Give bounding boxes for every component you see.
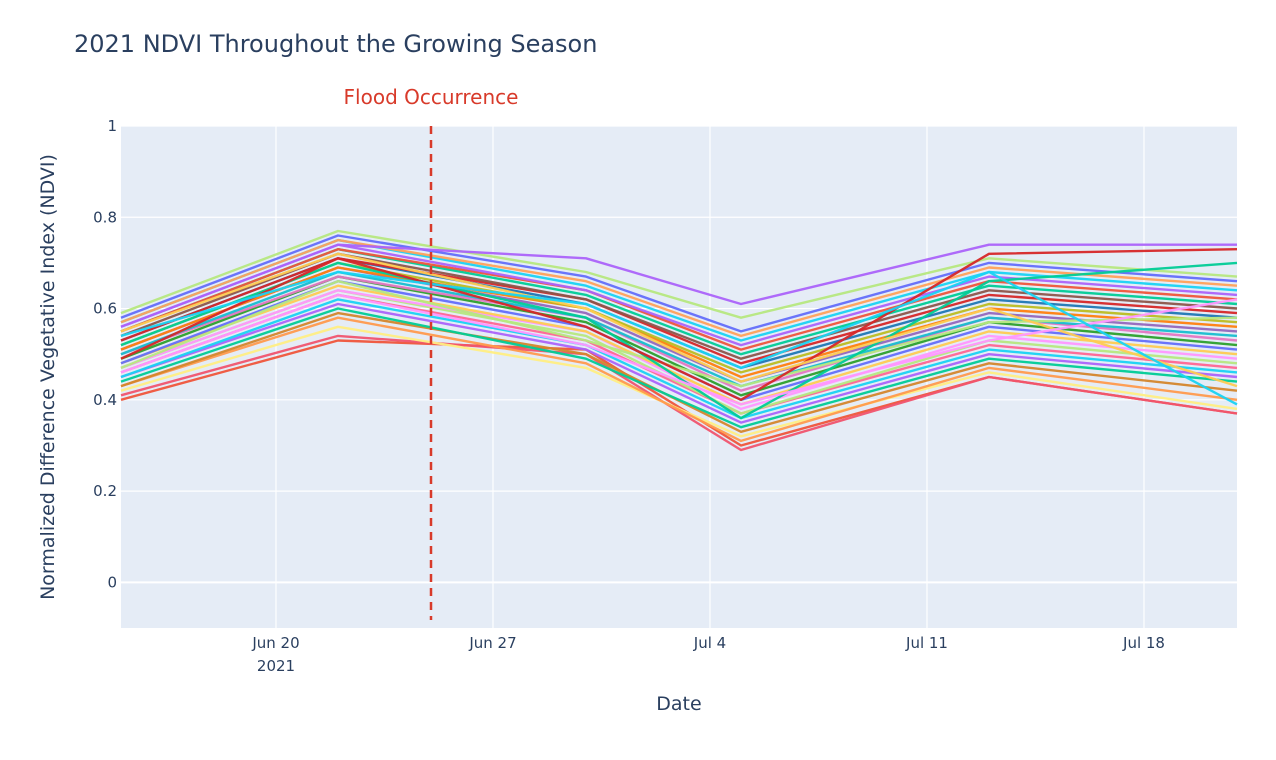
series-line [120,302,1238,424]
x-tick-label: Jun 20 [251,634,299,652]
y-tick-label: 0.2 [93,482,117,500]
flood-label: Flood Occurrence [344,85,519,109]
series-line [120,261,1238,420]
series-line [120,266,1238,379]
series-line [120,257,1238,365]
series-line [120,289,1238,411]
series-line [120,248,1238,401]
series-line [120,238,1238,338]
x-axis-title: Date [656,693,701,715]
x-tick-label: Jul 18 [1122,634,1165,652]
y-tick-label: 1 [107,117,117,135]
y-tick-label: 0.6 [93,300,117,318]
series-line [120,247,1238,351]
series-lines [120,229,1238,452]
y-tick-label: 0.4 [93,391,117,409]
x-tick-sublabel: 2021 [257,657,295,675]
y-axis-title: Normalized Difference Vegetative Index (… [37,154,59,600]
series-line [120,252,1238,388]
x-tick-label: Jul 4 [693,634,726,652]
series-line [120,316,1238,443]
chart-title: 2021 NDVI Throughout the Growing Season [74,30,597,58]
y-tick-label: 0 [107,573,117,591]
flood-annotation: Flood Occurrence [344,85,519,620]
series-line [120,293,1238,406]
series-line [120,298,1238,420]
x-tick-label: Jun 27 [468,634,516,652]
series-line [120,234,1238,333]
x-tick-label: Jul 11 [905,634,948,652]
tick-labels: 0 0.2 0.4 0.6 0.8 1 Jun 20 2021 Jun 27 Jul 4 Jul 1… [93,117,1165,675]
series-line [120,243,1237,328]
series-line [120,229,1238,319]
series-line [120,270,1238,406]
y-tick-label: 0.8 [93,208,117,226]
series-line [120,307,1238,429]
